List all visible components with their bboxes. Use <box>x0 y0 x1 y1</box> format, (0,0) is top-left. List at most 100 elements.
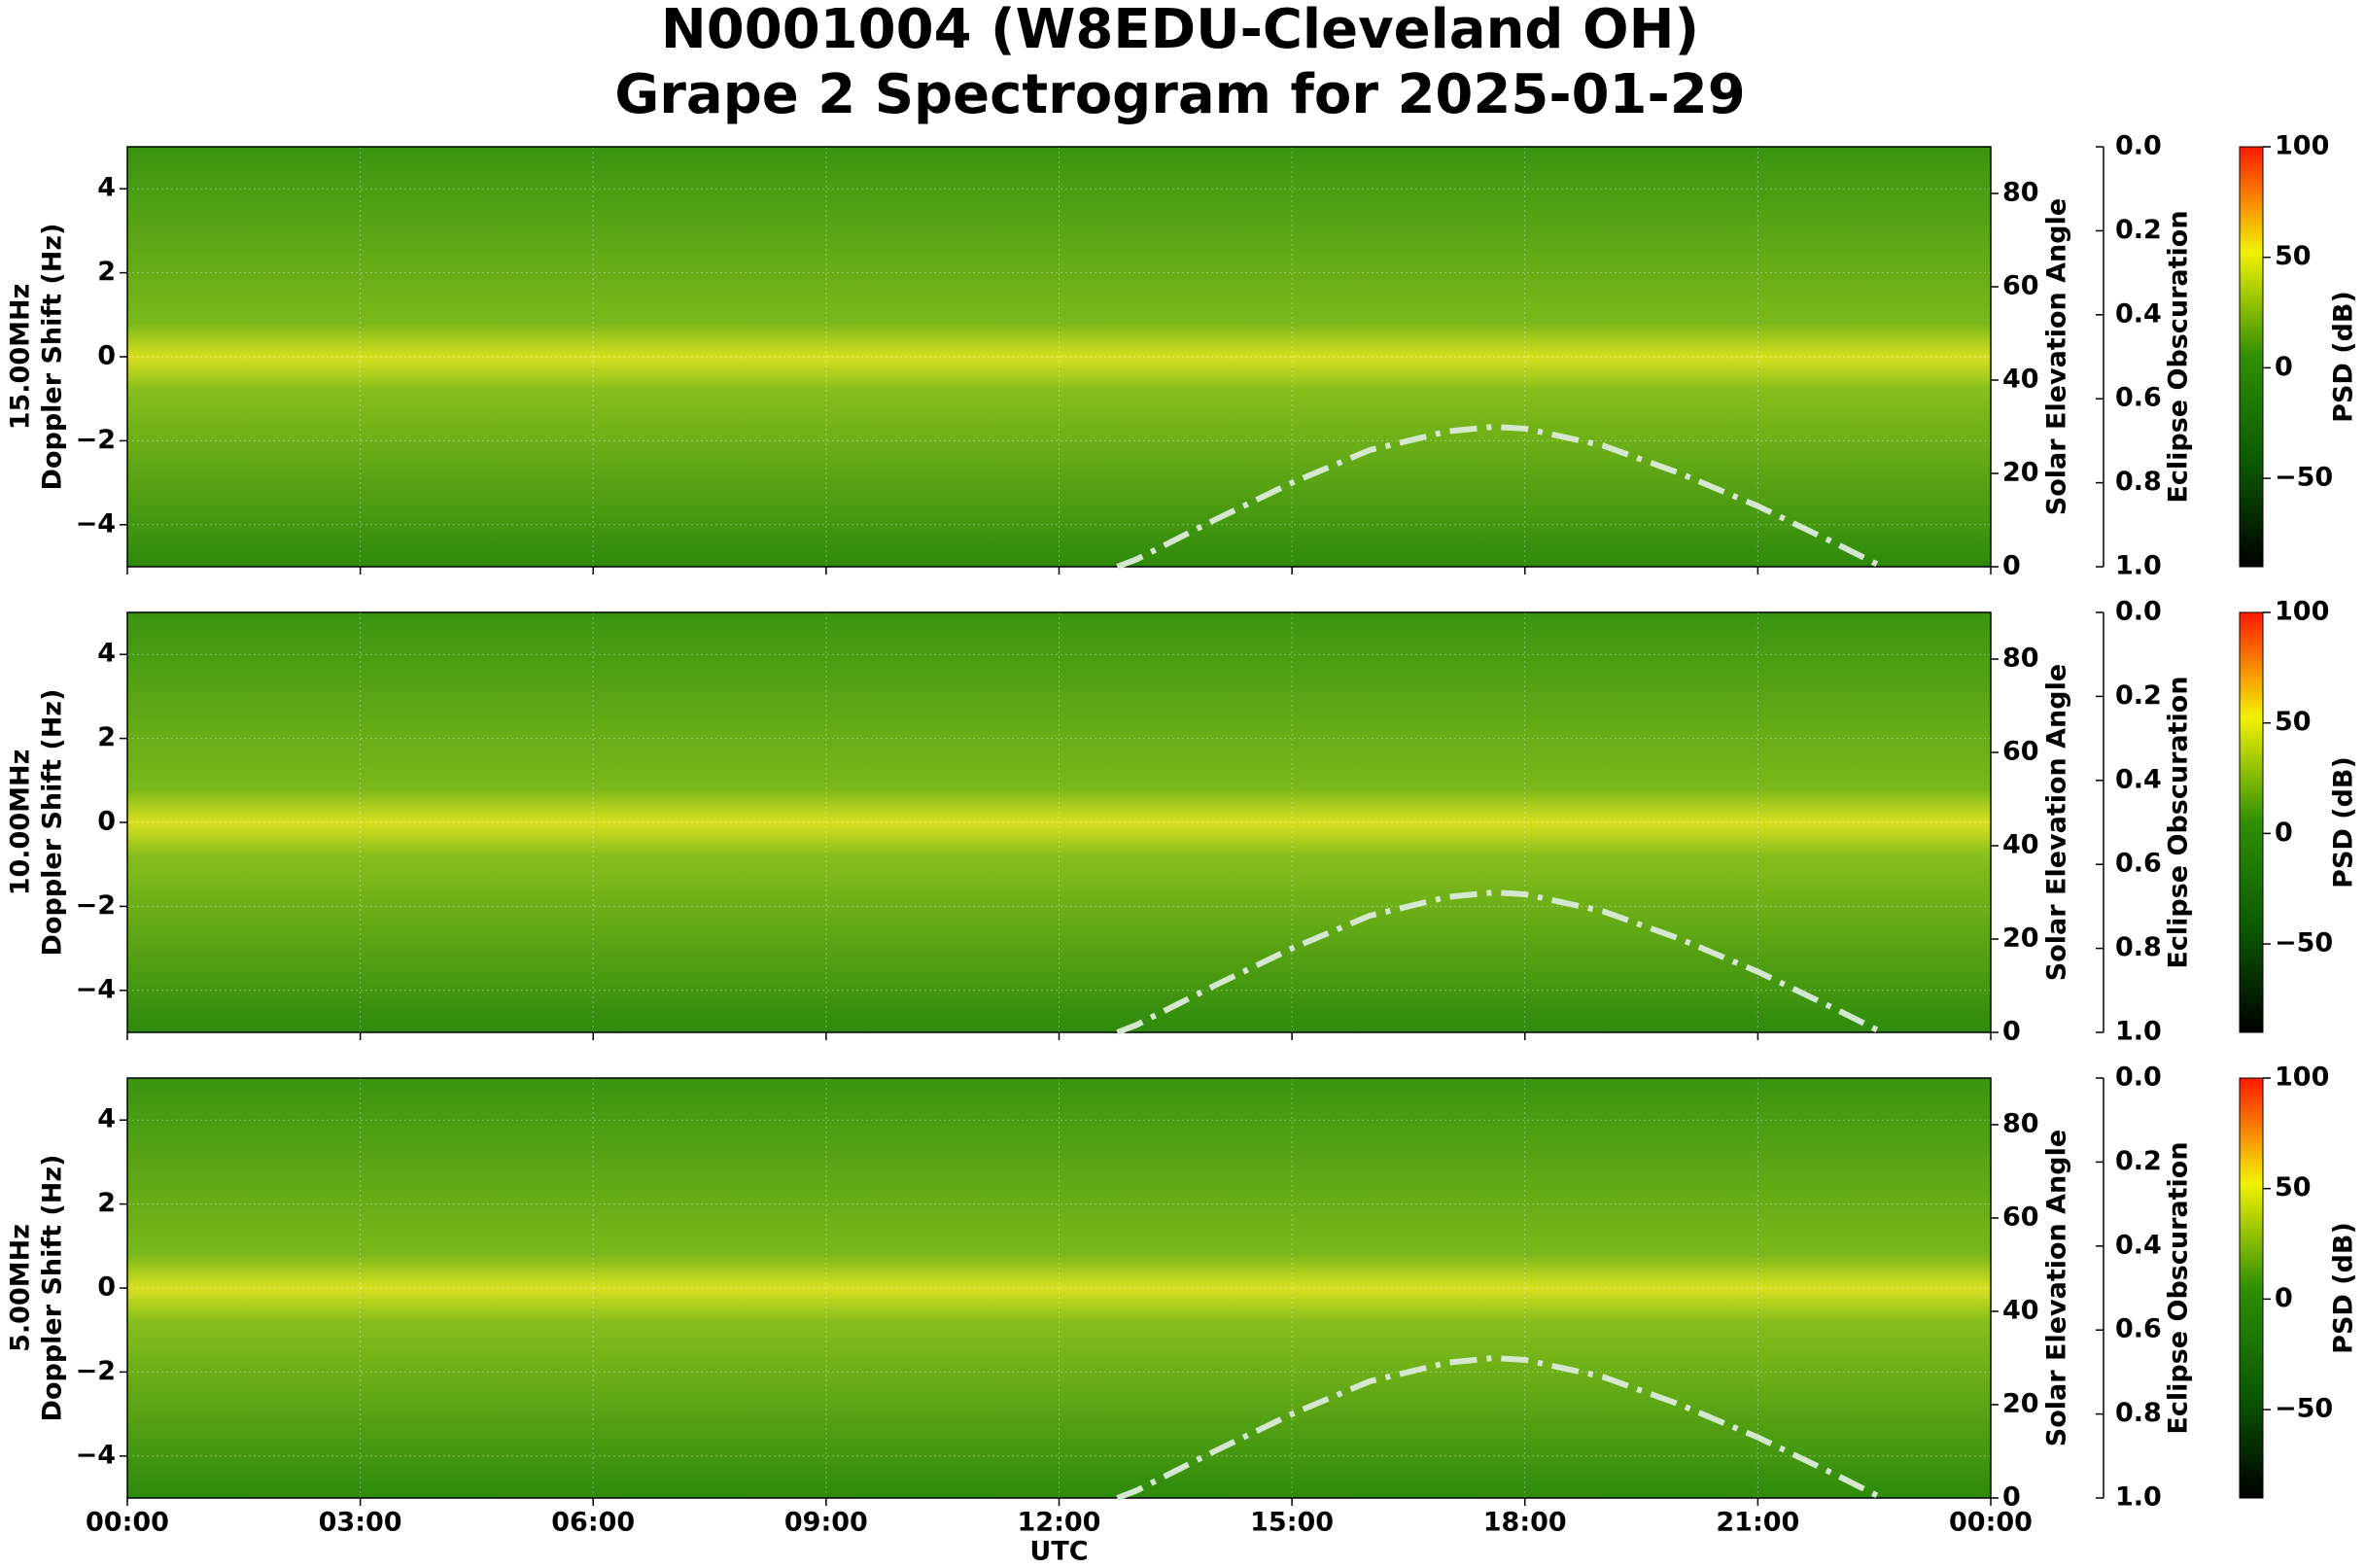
spectrogram-image <box>127 1078 1991 1498</box>
y3-tick-label: 0.0 <box>2115 1063 2162 1093</box>
y-tick-label: −2 <box>76 425 116 455</box>
y3-tick-label: 0.4 <box>2115 1230 2162 1260</box>
y2-tick-label: 80 <box>2002 644 2039 674</box>
y-tick-label: −4 <box>76 974 116 1004</box>
colorbar-tick-label: 50 <box>2275 241 2312 271</box>
x-tick-label: 06:00 <box>551 1508 635 1538</box>
y2-tick-label: 0 <box>2002 1482 2021 1513</box>
y2-tick-label: 60 <box>2002 737 2039 767</box>
y-tick-label: 4 <box>97 639 116 669</box>
solar-elevation-line <box>1116 423 1884 570</box>
y3-tick-label: 0.6 <box>2115 1314 2162 1344</box>
y3-tick-label: 0.8 <box>2115 1398 2162 1428</box>
y-axis-label: 15.00MHz <box>6 284 36 431</box>
solar-elevation-line <box>1116 889 1884 1035</box>
colorbar-tick-label: −50 <box>2275 1394 2333 1424</box>
y3-tick-label: 0.4 <box>2115 764 2162 794</box>
x-tick-label: 00:00 <box>1949 1508 2033 1538</box>
y3-tick-label: 0.2 <box>2115 1146 2162 1176</box>
y-tick-label: 0 <box>97 1272 116 1303</box>
y3-axis-label: Eclipse Obscuration <box>2164 210 2194 503</box>
y3-tick-label: 0.6 <box>2115 383 2162 413</box>
y2-tick-label: 60 <box>2002 1202 2039 1233</box>
colorbar <box>2239 146 2264 568</box>
y-tick-label: −2 <box>76 890 116 921</box>
y3-tick-label: 0.8 <box>2115 467 2162 497</box>
y-tick-label: 0 <box>97 341 116 371</box>
x-axis-label: UTC <box>1029 1537 1088 1567</box>
spectrogram-image <box>127 612 1991 1032</box>
spectrogram-image <box>127 147 1991 567</box>
x-tick-label: 15:00 <box>1250 1508 1334 1538</box>
y-axis-label: Doppler Shift (Hz) <box>38 224 68 491</box>
y2-tick-label: 60 <box>2002 271 2039 301</box>
colorbar-tick-label: 0 <box>2275 1283 2293 1313</box>
y3-tick-label: 0.0 <box>2115 131 2162 161</box>
colorbar-label: PSD (dB) <box>2329 756 2359 889</box>
y3-tick-label: 0.6 <box>2115 849 2162 879</box>
colorbar-tick-label: 100 <box>2275 1063 2329 1093</box>
colorbar-tick-label: 0 <box>2275 818 2293 848</box>
y2-tick-label: 0 <box>2002 551 2021 581</box>
colorbar-label: PSD (dB) <box>2329 1222 2359 1354</box>
x-tick-label: 21:00 <box>1716 1508 1799 1538</box>
y3-tick-label: 1.0 <box>2115 1017 2162 1047</box>
y3-tick-label: 0.4 <box>2115 298 2162 329</box>
y-axis-label: 5.00MHz <box>6 1224 36 1352</box>
y-tick-label: 2 <box>97 722 116 752</box>
colorbar-tick-label: 0 <box>2275 352 2293 382</box>
solar-elevation-line <box>1116 1354 1884 1501</box>
y2-tick-label: 40 <box>2002 365 2039 395</box>
y3-tick-label: 0.8 <box>2115 932 2162 962</box>
plot-frame <box>126 1077 1992 1499</box>
y-axis-label: 10.00MHz <box>6 749 36 896</box>
plot-frame <box>126 611 1992 1033</box>
y3-axis-label: Eclipse Obscuration <box>2164 1141 2194 1434</box>
colorbar <box>2239 1077 2264 1499</box>
y2-tick-label: 80 <box>2002 1109 2039 1139</box>
y-axis-label: Doppler Shift (Hz) <box>38 1155 68 1422</box>
colorbar-label: PSD (dB) <box>2329 291 2359 423</box>
x-tick-label: 18:00 <box>1483 1508 1567 1538</box>
colorbar-tick-label: −50 <box>2275 463 2333 493</box>
colorbar-tick-label: 50 <box>2275 1172 2312 1202</box>
y2-tick-label: 40 <box>2002 1296 2039 1326</box>
y3-tick-label: 1.0 <box>2115 1482 2162 1513</box>
plot-frame <box>126 146 1992 568</box>
y-tick-label: 0 <box>97 807 116 837</box>
colorbar <box>2239 611 2264 1033</box>
colorbar-tick-label: 100 <box>2275 131 2329 161</box>
colorbar-tick-label: −50 <box>2275 928 2333 958</box>
y2-axis-label: Solar Elevation Angle <box>2042 1130 2072 1446</box>
y-tick-label: 4 <box>97 173 116 203</box>
y-tick-label: 4 <box>97 1104 116 1134</box>
y2-axis-label: Solar Elevation Angle <box>2042 664 2072 981</box>
y-tick-label: −4 <box>76 1440 116 1470</box>
y3-axis-label: Eclipse Obscuration <box>2164 676 2194 968</box>
y2-tick-label: 40 <box>2002 830 2039 860</box>
colorbar-tick-label: 50 <box>2275 707 2312 737</box>
chart-title: Grape 2 Spectrogram for 2025-01-29 <box>614 63 1745 126</box>
y2-axis-label: Solar Elevation Angle <box>2042 198 2072 515</box>
x-tick-label: 00:00 <box>86 1508 169 1538</box>
colorbar-tick-label: 100 <box>2275 597 2329 627</box>
y-tick-label: −2 <box>76 1356 116 1386</box>
y3-tick-label: 0.0 <box>2115 597 2162 627</box>
x-tick-label: 09:00 <box>784 1508 868 1538</box>
y2-tick-label: 20 <box>2002 923 2039 954</box>
x-tick-label: 03:00 <box>319 1508 402 1538</box>
y3-tick-label: 0.2 <box>2115 680 2162 711</box>
chart-title: N0001004 (W8EDU-Cleveland OH) <box>661 0 1699 61</box>
y-tick-label: −4 <box>76 508 116 539</box>
y2-tick-label: 80 <box>2002 178 2039 208</box>
y2-tick-label: 20 <box>2002 458 2039 488</box>
y3-tick-label: 1.0 <box>2115 551 2162 581</box>
y-axis-label: Doppler Shift (Hz) <box>38 689 68 957</box>
y-tick-label: 2 <box>97 1188 116 1218</box>
y2-tick-label: 20 <box>2002 1389 2039 1419</box>
y3-tick-label: 0.2 <box>2115 215 2162 245</box>
y-tick-label: 2 <box>97 257 116 287</box>
y2-tick-label: 0 <box>2002 1017 2021 1047</box>
x-tick-label: 12:00 <box>1018 1508 1101 1538</box>
